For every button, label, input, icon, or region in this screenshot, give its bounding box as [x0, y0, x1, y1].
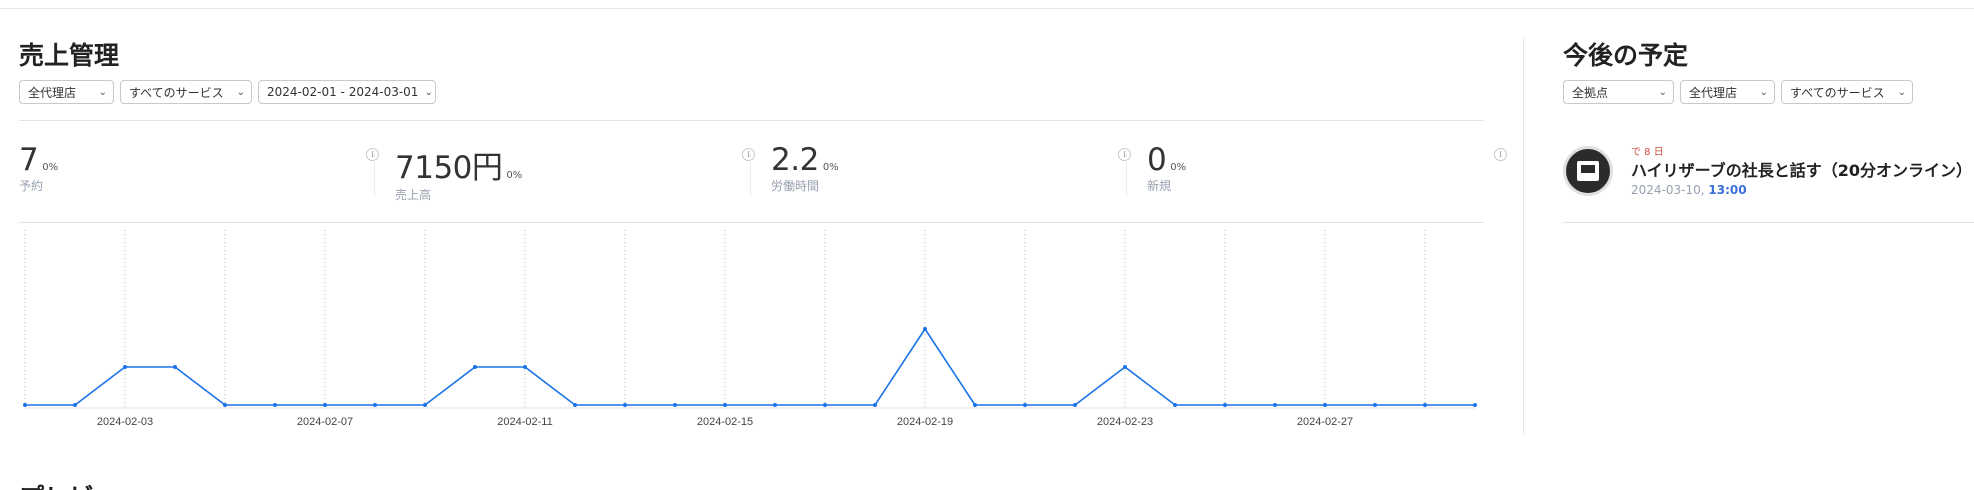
- data-point: [673, 403, 677, 407]
- service-select-value: すべてのサービス: [129, 85, 224, 100]
- data-point: [1423, 403, 1427, 407]
- calendar-logo-icon: [1563, 146, 1613, 196]
- stat-work-hours: 2.2 0% 労働時間 i: [771, 142, 1131, 202]
- stat-reservations: 7 0% 予約 i: [19, 142, 379, 202]
- stat-change: 0%: [42, 162, 59, 173]
- event-relative-time: で 8 日: [1631, 147, 1664, 158]
- agency-select[interactable]: 全代理店 ⌄: [1680, 80, 1775, 104]
- agency-select[interactable]: 全代理店 ⌄: [19, 80, 114, 104]
- chevron-down-icon: ⌄: [1658, 86, 1667, 98]
- agency-select-value: 全代理店: [28, 85, 77, 100]
- stat-divider: [374, 148, 375, 196]
- data-point: [1273, 403, 1277, 407]
- chevron-down-icon: ⌄: [424, 86, 433, 98]
- chevron-down-icon: ⌄: [98, 86, 107, 98]
- data-point: [123, 365, 127, 369]
- x-tick-label: 2024-02-19: [897, 416, 953, 428]
- data-point: [423, 403, 427, 407]
- x-tick-label: 2024-02-23: [1097, 416, 1153, 428]
- info-icon[interactable]: i: [366, 148, 379, 161]
- data-point: [623, 403, 627, 407]
- filters-divider: [19, 120, 1484, 121]
- info-icon[interactable]: i: [742, 148, 755, 161]
- stats-divider: [19, 222, 1484, 223]
- stat-change: 0%: [1170, 162, 1187, 173]
- data-point: [1373, 403, 1377, 407]
- x-tick-label: 2024-02-15: [697, 416, 753, 428]
- data-point: [223, 403, 227, 407]
- data-point: [473, 365, 477, 369]
- x-tick-label: 2024-02-03: [97, 416, 153, 428]
- data-point: [1023, 403, 1027, 407]
- page-title: 売上管理: [19, 41, 120, 70]
- data-point: [773, 403, 777, 407]
- data-point: [973, 403, 977, 407]
- x-tick-label: 2024-02-27: [1297, 416, 1353, 428]
- data-point: [1323, 403, 1327, 407]
- data-point: [523, 365, 527, 369]
- info-icon[interactable]: i: [1118, 148, 1131, 161]
- chevron-down-icon: ⌄: [1897, 86, 1906, 98]
- stat-label: 新規: [1147, 179, 1172, 193]
- stat-new: 0 0% 新規 i: [1147, 142, 1507, 202]
- date-range-select[interactable]: 2024-02-01 - 2024-03-01 ⌄: [258, 80, 436, 104]
- stat-label: 売上高: [395, 188, 432, 202]
- agency-select-value: 全代理店: [1689, 85, 1738, 100]
- service-select[interactable]: すべてのサービス ⌄: [1781, 80, 1913, 104]
- data-point: [1073, 403, 1077, 407]
- date-range-value: 2024-02-01 - 2024-03-01: [267, 85, 419, 99]
- x-tick-label: 2024-02-11: [497, 416, 552, 428]
- service-select-value: すべてのサービス: [1790, 85, 1885, 100]
- stat-label: 予約: [19, 179, 44, 193]
- data-point: [373, 403, 377, 407]
- data-point: [723, 403, 727, 407]
- series-line: [25, 328, 1475, 406]
- location-select-value: 全拠点: [1572, 85, 1609, 100]
- data-point: [73, 403, 77, 407]
- stat-change: 0%: [822, 162, 839, 173]
- data-point: [1223, 403, 1227, 407]
- data-point: [23, 403, 27, 407]
- service-select[interactable]: すべてのサービス ⌄: [120, 80, 252, 104]
- preview-title: プレビ: [19, 478, 94, 490]
- data-point: [323, 403, 327, 407]
- stat-divider: [750, 148, 751, 196]
- location-select[interactable]: 全拠点 ⌄: [1563, 80, 1674, 104]
- event-divider: [1563, 222, 1974, 223]
- panel-divider: [1523, 38, 1524, 434]
- info-icon[interactable]: i: [1494, 148, 1507, 161]
- top-divider: [0, 8, 1974, 9]
- data-point: [573, 403, 577, 407]
- data-point: [1123, 365, 1127, 369]
- event-date: 2024-03-10,: [1631, 183, 1705, 197]
- data-point: [923, 327, 927, 331]
- data-point: [873, 403, 877, 407]
- data-point: [273, 403, 277, 407]
- sales-line-chart: 2024-02-03 2024-02-07 2024-02-11 2024-02-15…: [23, 230, 1477, 428]
- chevron-down-icon: ⌄: [1759, 86, 1768, 98]
- x-tick-label: 2024-02-07: [297, 416, 353, 428]
- stat-value: 7: [19, 142, 39, 178]
- stat-value: 0: [1147, 142, 1167, 178]
- chevron-down-icon: ⌄: [236, 86, 245, 98]
- upcoming-title: 今後の予定: [1563, 41, 1689, 70]
- stat-revenue: 7150円 0% 売上高 i: [395, 142, 755, 202]
- data-point: [173, 365, 177, 369]
- data-point: [1473, 403, 1477, 407]
- stat-change: 0%: [506, 170, 523, 181]
- upcoming-event[interactable]: で 8 日 ハイリザーブの社長と話す（20分オンライン） 2024-03-10,…: [1563, 143, 1974, 223]
- stat-label: 労働時間: [771, 179, 820, 193]
- upcoming-filters: 全拠点 ⌄ 全代理店 ⌄ すべてのサービス ⌄: [1563, 80, 1913, 104]
- event-datetime: 2024-03-10, 13:00: [1631, 183, 1747, 197]
- sales-filters: 全代理店 ⌄ すべてのサービス ⌄ 2024-02-01 - 2024-03-0…: [19, 80, 436, 104]
- stat-value: 7150円: [395, 150, 503, 186]
- data-point: [823, 403, 827, 407]
- event-title: ハイリザーブの社長と話す（20分オンライン）: [1631, 161, 1972, 180]
- stat-divider: [1126, 148, 1127, 196]
- data-point: [1173, 403, 1177, 407]
- stat-value: 2.2: [771, 142, 819, 178]
- event-time: 13:00: [1708, 183, 1747, 197]
